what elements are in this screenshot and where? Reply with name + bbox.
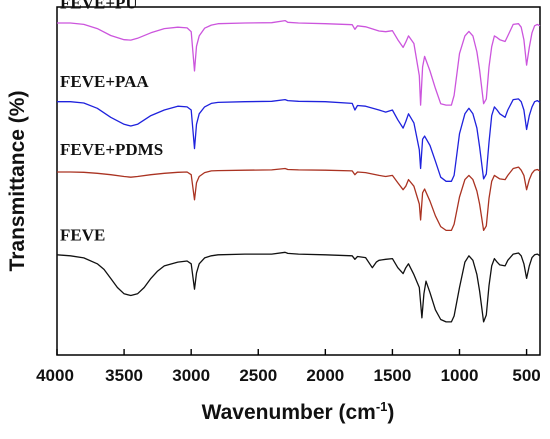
y-axis-title: Transmittance (%) bbox=[6, 91, 29, 272]
x-tick-label: 1500 bbox=[374, 366, 412, 385]
x-tick-label: 1000 bbox=[441, 366, 479, 385]
x-tick-label: 2000 bbox=[306, 366, 344, 385]
x-tick-label: 2500 bbox=[239, 366, 277, 385]
series-label-feve-pdms: FEVE+PDMS bbox=[60, 140, 163, 159]
series-line-feve-pu bbox=[57, 19, 541, 106]
series-line-feve bbox=[56, 251, 541, 323]
x-axis-title: Wavenumber (cm-1) bbox=[202, 399, 395, 424]
series-line-feve-paa bbox=[57, 98, 541, 182]
series-label-feve-pu: FEVE+PU bbox=[60, 0, 138, 13]
x-ticks-group: 4000 3500 3000 2500 2000 1500 1000 500 bbox=[36, 349, 541, 385]
x-tick-label: 500 bbox=[512, 366, 540, 385]
series-label-feve: FEVE bbox=[60, 225, 105, 244]
x-tick-label: 3500 bbox=[105, 366, 143, 385]
series-line-feve-pdms bbox=[57, 166, 541, 232]
x-tick-label: 3000 bbox=[172, 366, 210, 385]
plot-frame bbox=[56, 6, 541, 356]
spectra-group bbox=[56, 19, 541, 323]
series-label-feve-paa: FEVE+PAA bbox=[60, 72, 149, 91]
x-tick-label: 4000 bbox=[36, 366, 74, 385]
series-labels-group: FEVE+PU FEVE+PAA FEVE+PDMS FEVE bbox=[60, 0, 163, 244]
